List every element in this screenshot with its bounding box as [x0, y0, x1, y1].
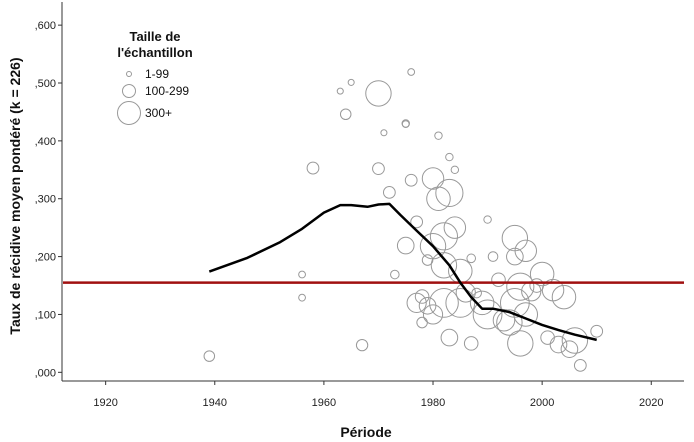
data-point	[450, 165, 460, 175]
data-point	[372, 162, 385, 176]
x-tick-label: 1920	[93, 397, 117, 409]
data-point	[472, 299, 503, 330]
data-point	[401, 120, 410, 128]
data-point	[492, 309, 516, 332]
data-point	[407, 68, 416, 76]
data-point	[487, 251, 499, 262]
data-point	[560, 340, 579, 358]
data-point	[445, 152, 454, 162]
data-point	[298, 270, 306, 279]
data-point	[382, 185, 396, 199]
data-point	[483, 215, 492, 224]
data-point	[529, 261, 555, 287]
y-tick-label: ,500	[35, 78, 56, 90]
data-point	[506, 272, 535, 301]
data-point	[298, 293, 306, 302]
x-tick-label: 1960	[312, 397, 336, 409]
legend-label: 1-99	[145, 67, 169, 81]
data-point	[590, 324, 604, 338]
plot-area: 1920 1940 1960 1980 2000 2020 ,000 ,100 ,200 ,30…	[35, 2, 684, 409]
trend-line	[208, 202, 597, 342]
y-tick-label: ,300	[35, 194, 56, 206]
axes	[61, 2, 684, 382]
data-point	[434, 131, 443, 140]
data-point	[410, 215, 424, 229]
x-tick-label: 1940	[203, 397, 227, 409]
data-point	[404, 173, 418, 187]
data-point	[573, 358, 587, 372]
data-point	[507, 330, 534, 357]
legend-marker	[122, 84, 136, 98]
data-point	[390, 269, 400, 280]
data-point	[336, 87, 344, 95]
data-point	[429, 287, 459, 318]
x-tick-label: 2020	[639, 397, 663, 409]
legend-marker	[117, 101, 141, 125]
data-point	[496, 309, 523, 336]
data-point	[380, 129, 388, 137]
data-point	[561, 327, 589, 354]
y-axis-ticks: ,000 ,100 ,200 ,300 ,400 ,500 ,600	[35, 20, 62, 379]
legend-title-line-2: l'échantillon	[117, 45, 192, 60]
data-point	[422, 304, 444, 325]
data-point	[463, 336, 479, 351]
y-tick-label: ,200	[35, 252, 56, 264]
data-point	[443, 216, 467, 239]
data-point	[551, 284, 577, 310]
y-tick-label: ,100	[35, 309, 56, 321]
data-point	[396, 236, 415, 255]
y-tick-label: ,600	[35, 20, 56, 32]
x-axis-title: Période	[340, 424, 392, 440]
legend: Taille de l'échantillon 1-99 100-299 300+	[117, 29, 193, 125]
data-point	[426, 186, 451, 211]
data-point	[466, 253, 477, 264]
y-tick-label: ,400	[35, 136, 56, 148]
data-point	[355, 338, 369, 352]
data-points	[203, 68, 604, 372]
data-point	[414, 289, 430, 304]
y-tick-label: ,000	[35, 367, 56, 379]
legend-title-line-1: Taille de	[129, 29, 180, 44]
legend-entries: 1-99 100-299 300+	[117, 67, 189, 125]
legend-marker	[126, 71, 132, 77]
data-point	[347, 78, 355, 86]
data-point	[430, 252, 458, 279]
data-point	[549, 335, 568, 354]
data-point	[435, 178, 464, 208]
data-point	[469, 290, 495, 316]
data-point	[203, 350, 216, 362]
data-point	[429, 222, 459, 251]
data-point	[440, 328, 459, 347]
x-tick-label: 1980	[421, 397, 445, 409]
data-point	[471, 287, 482, 299]
y-axis-title: Taux de récidive moyen pondéré (k = 226)	[7, 57, 23, 334]
x-axis-ticks: 1920 1940 1960 1980 2000 2020	[93, 381, 664, 409]
data-point	[514, 239, 538, 263]
data-point	[421, 167, 445, 190]
data-point	[306, 161, 320, 175]
x-tick-label: 2000	[530, 397, 554, 409]
data-point	[365, 80, 392, 107]
legend-label: 100-299	[145, 84, 189, 98]
data-point	[339, 108, 352, 121]
data-point	[491, 272, 506, 288]
data-point	[445, 287, 476, 318]
legend-label: 300+	[145, 106, 172, 120]
